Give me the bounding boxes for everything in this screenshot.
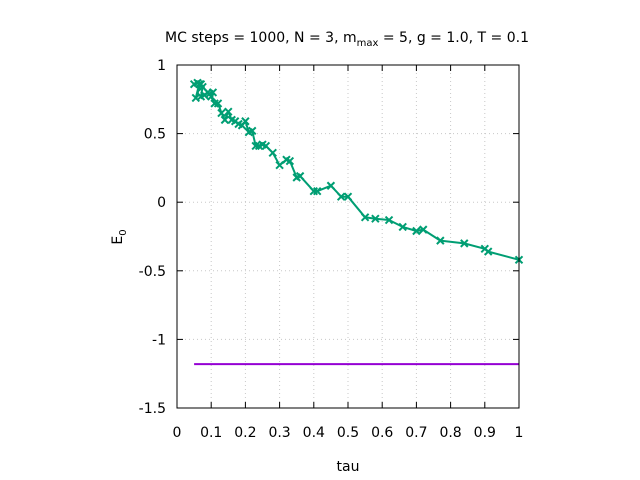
series-1-point	[295, 171, 305, 181]
series-1-point	[343, 192, 353, 201]
series-1-point	[224, 107, 233, 116]
x-tick-label: 0.7	[405, 425, 427, 441]
x-tick-label: 0	[173, 425, 182, 441]
x-tick-label: 0.8	[439, 425, 461, 441]
series-1-point	[412, 226, 421, 236]
x-tick-label: 0.9	[474, 425, 496, 441]
series-1-point	[371, 214, 380, 223]
series-1-point	[213, 99, 223, 108]
series-1-point	[275, 160, 284, 170]
chart-title: MC steps = 1000, N = 3, mmax = 5, g = 1.…	[165, 30, 529, 49]
y-tick-label: 0	[157, 195, 166, 211]
series-1-point	[241, 117, 250, 126]
x-tick-label: 0.5	[337, 425, 359, 441]
plot-frame	[176, 64, 520, 409]
series-1-point	[285, 156, 295, 166]
y-tick-label: 1	[157, 58, 166, 74]
series-1-point	[261, 141, 271, 151]
series-1-point	[205, 89, 214, 99]
x-tick-label: 0.3	[268, 425, 290, 441]
series-1-point	[248, 126, 257, 136]
y-tick-label: -1	[152, 332, 166, 348]
series-1-point	[220, 115, 230, 125]
series-1-point	[313, 187, 322, 196]
x-tick-label: 0.1	[200, 425, 222, 441]
series-1-line	[193, 81, 520, 261]
x-tick-label: 0.6	[371, 425, 393, 441]
series-layer	[189, 78, 524, 366]
series-1-point	[268, 148, 277, 158]
x-tick-label: 0.4	[303, 425, 325, 441]
series-1-point	[384, 215, 394, 225]
series-1-point	[360, 213, 370, 222]
grid	[177, 65, 519, 408]
y-tick-label: -0.5	[139, 264, 166, 280]
series-1-point	[326, 181, 336, 190]
x-axis-ticks: 0 0.1 0.2 0.3 0.4 0.5 0.6 0.7 0.8 0.9 1	[173, 65, 524, 441]
series-1-point	[217, 108, 226, 118]
series-1-point	[484, 247, 493, 256]
y-axis-ticks: 1 0.5 0 -0.5 -1 -1.5	[139, 58, 519, 417]
series-1-point	[460, 239, 469, 248]
x-axis-label: tau	[337, 459, 360, 475]
series-1-point	[336, 192, 346, 201]
x-tick-label: 1	[515, 425, 524, 441]
y-tick-label: -1.5	[139, 401, 166, 417]
series-1-point	[419, 225, 428, 234]
series-1-point	[398, 222, 407, 232]
y-axis-label: E0	[110, 229, 129, 244]
series-1-point	[436, 236, 445, 245]
y-tick-label: 0.5	[144, 127, 166, 143]
x-tick-label: 0.2	[234, 425, 256, 441]
